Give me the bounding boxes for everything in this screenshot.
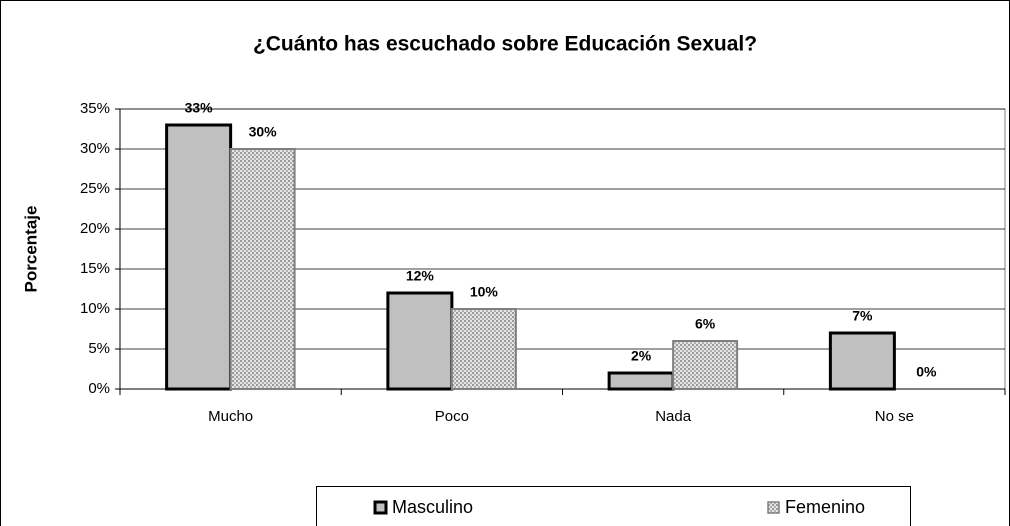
y-tick-label: 10%: [80, 300, 110, 317]
bar: [229, 148, 296, 390]
value-label: 6%: [695, 316, 716, 332]
bar: [450, 308, 517, 390]
x-tick-label: No se: [875, 408, 914, 425]
value-label: 7%: [852, 308, 873, 324]
x-tick-label: Poco: [435, 408, 469, 425]
y-tick-label: 30%: [80, 140, 110, 157]
value-label: 2%: [631, 348, 652, 364]
x-tick-label: Mucho: [208, 408, 253, 425]
bar: [672, 340, 739, 390]
bar: [165, 123, 233, 391]
x-tick-label: Nada: [655, 408, 692, 425]
y-tick-label: 20%: [80, 220, 110, 237]
y-tick-label: 0%: [88, 380, 110, 397]
y-tick-label: 5%: [88, 340, 110, 357]
y-tick-label: 25%: [80, 180, 110, 197]
y-axis-label: Porcentaje: [21, 206, 40, 293]
y-tick-label: 15%: [80, 260, 110, 277]
legend: [316, 486, 911, 526]
legend-label: Masculino: [392, 497, 473, 517]
legend-swatch: [767, 501, 780, 514]
value-label: 10%: [470, 284, 499, 300]
y-tick-label: 35%: [80, 100, 110, 117]
bar: [386, 291, 454, 391]
value-label: 0%: [916, 364, 937, 380]
legend-label: Femenino: [785, 497, 865, 517]
bar: [828, 331, 896, 391]
value-label: 33%: [185, 100, 214, 116]
value-label: 12%: [406, 268, 435, 284]
chart-title: ¿Cuánto has escuchado sobre Educación Se…: [253, 33, 757, 56]
bar: [607, 371, 675, 391]
value-label: 30%: [249, 124, 278, 140]
legend-swatch: [373, 500, 388, 515]
